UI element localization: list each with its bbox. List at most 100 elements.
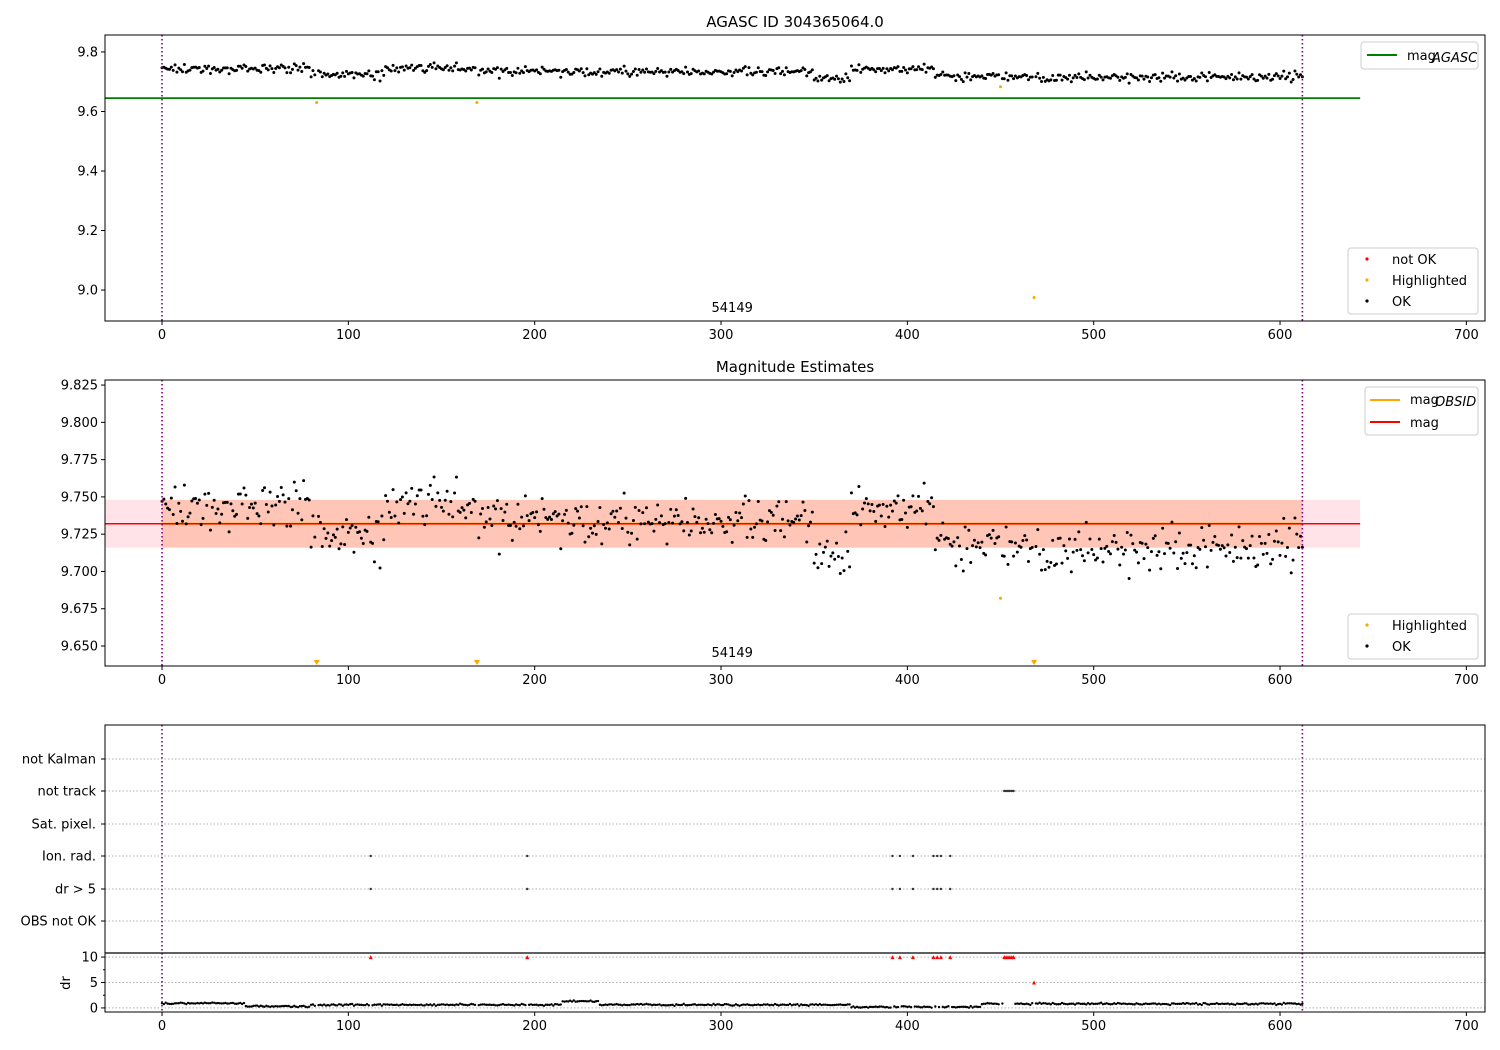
ok-point — [389, 516, 393, 520]
x-tick-label: 200 — [522, 673, 547, 688]
ok-point — [279, 485, 283, 489]
dr-point — [471, 1003, 475, 1006]
ok-point — [803, 68, 807, 72]
ok-point — [879, 69, 883, 73]
ok-point — [1041, 548, 1045, 552]
dr-point — [207, 1002, 210, 1005]
dr-point — [259, 1004, 262, 1007]
ok-point — [212, 66, 216, 70]
dr-point — [406, 1003, 410, 1007]
ok-point — [317, 514, 321, 518]
ok-point — [1267, 532, 1271, 536]
ok-point — [1118, 563, 1122, 567]
dr-point — [719, 1003, 723, 1007]
dr-point — [347, 1003, 350, 1007]
ok-point — [525, 514, 529, 518]
x-tick-label: 700 — [1454, 1019, 1479, 1034]
dr-point — [334, 1004, 337, 1007]
ok-point — [631, 518, 635, 522]
dr-point — [211, 1001, 214, 1004]
ok-point — [969, 78, 973, 82]
ok-point — [710, 72, 714, 76]
ok-point — [861, 507, 865, 511]
dr-point — [382, 1003, 385, 1006]
ok-point — [577, 516, 581, 520]
ok-point — [615, 68, 619, 72]
dr-point — [391, 1003, 395, 1007]
dr-point — [1194, 1001, 1198, 1005]
ok-point — [220, 512, 224, 516]
dr-point — [490, 1003, 494, 1007]
dr-point — [833, 1003, 836, 1007]
dr-point — [470, 1002, 473, 1006]
ok-point — [182, 483, 186, 487]
dr-point — [921, 1006, 924, 1009]
dr-point — [785, 1003, 788, 1007]
ok-point — [454, 475, 458, 479]
ok-point — [844, 530, 848, 534]
ok-point — [1060, 561, 1064, 565]
ok-point — [419, 488, 423, 492]
ok-point — [1172, 551, 1176, 555]
ok-point — [1189, 74, 1193, 78]
dr-point — [246, 1005, 249, 1008]
dr-point — [1280, 1003, 1284, 1006]
ok-point — [184, 522, 188, 526]
dr-point — [417, 1003, 421, 1007]
dr-point — [449, 1003, 453, 1007]
dr-point — [676, 1003, 680, 1007]
dr-point — [183, 1002, 186, 1005]
dr-point — [440, 1003, 443, 1006]
ok-point — [1263, 74, 1267, 78]
dr-point — [656, 1003, 659, 1007]
ok-point — [594, 72, 598, 76]
ok-point — [1066, 556, 1070, 560]
ok-point — [1058, 536, 1062, 540]
ok-point — [376, 520, 380, 524]
ok-point — [747, 66, 751, 70]
dr-point — [261, 1005, 264, 1008]
dr-point — [682, 1002, 685, 1006]
ok-point — [611, 509, 615, 513]
ok-point — [680, 520, 684, 524]
ok-point — [348, 526, 352, 530]
ok-point — [712, 70, 716, 74]
dr-point — [894, 1006, 898, 1009]
ok-point — [352, 76, 356, 80]
dr-point — [565, 1000, 568, 1003]
ok-point — [818, 74, 822, 78]
dr-point — [878, 1005, 881, 1008]
ok-point — [249, 502, 253, 506]
dr-point — [518, 1004, 521, 1007]
ok-point — [516, 502, 520, 506]
ok-point — [1181, 76, 1185, 80]
dr-point — [889, 1006, 892, 1009]
ok-point — [1183, 562, 1187, 566]
ok-point — [1082, 78, 1086, 82]
ok-point — [410, 486, 414, 490]
ok-point — [991, 72, 995, 76]
ok-point — [963, 525, 967, 529]
dr-point — [373, 1003, 376, 1006]
ok-point — [1252, 556, 1256, 560]
dr-point — [1204, 1002, 1207, 1005]
ok-point — [322, 527, 326, 531]
legend-label: not OK — [1392, 253, 1437, 268]
ok-point — [594, 532, 598, 536]
dr-point — [263, 1005, 266, 1008]
ok-point — [644, 67, 648, 71]
ok-point — [1095, 556, 1099, 560]
dr-point — [1150, 1002, 1153, 1005]
ok-point — [1125, 72, 1129, 76]
ok-point — [1244, 75, 1248, 79]
ok-point — [958, 544, 962, 548]
ok-point — [1261, 552, 1265, 556]
dr-point — [874, 1005, 877, 1008]
dr-point — [360, 1003, 363, 1007]
dr-point — [339, 1003, 343, 1006]
x-tick-label: 100 — [336, 328, 361, 343]
dr-point — [1116, 1001, 1120, 1005]
ok-point — [1077, 530, 1081, 534]
ok-point — [1161, 526, 1165, 530]
